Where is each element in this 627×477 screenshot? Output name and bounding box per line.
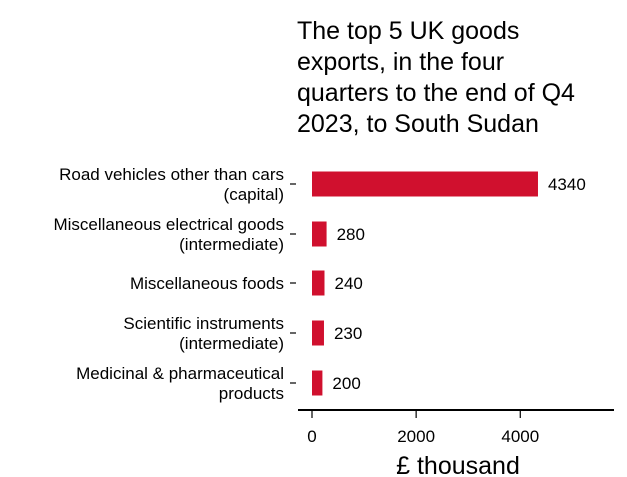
category-label: Miscellaneous foods [130,274,284,293]
x-axis-title: £ thousand [396,452,520,477]
title-line: 2023, to South Sudan [297,110,539,138]
bars [312,171,538,396]
data-label: 240 [334,274,362,293]
y-axis-ticks [290,183,296,384]
data-label: 230 [334,324,362,343]
bar [312,370,323,396]
category-label: Scientific instruments [123,314,284,333]
data-label: 200 [332,374,360,393]
data-label: 4340 [548,175,586,194]
data-labels: 4340 280 240 230 200 [332,175,585,393]
category-label: Medicinal & pharmaceutical [76,364,284,383]
x-tick-label: 0 [307,427,316,446]
title-line: exports, in the four [297,48,504,76]
category-label: (intermediate) [179,334,284,353]
x-tick-label: 4000 [501,427,539,446]
category-label: (intermediate) [179,235,284,254]
x-axis-ticks: 0 2000 4000 [307,411,539,446]
category-label: products [219,384,284,403]
bar [312,270,325,296]
category-label: Road vehicles other than cars [59,165,284,184]
title-line: quarters to the end of Q4 [297,79,575,107]
bar [312,171,538,197]
x-tick-label: 2000 [397,427,435,446]
title-line: The top 5 UK goods [297,17,519,45]
bar [312,320,324,346]
category-labels: Road vehicles other than cars(capital) Mi… [53,165,284,403]
data-label: 280 [337,225,365,244]
chart-title: The top 5 UK goods exports, in the four qu… [297,17,575,138]
category-label: Miscellaneous electrical goods [53,215,284,234]
bar [312,221,327,247]
category-label: (capital) [224,185,284,204]
